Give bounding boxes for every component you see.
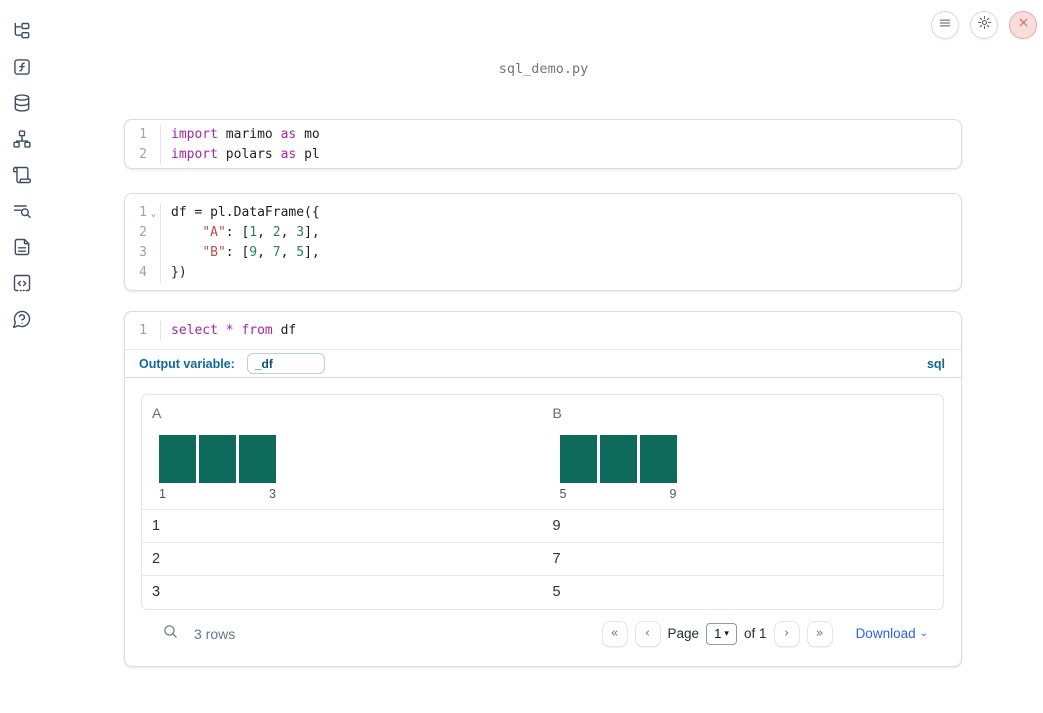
column-histogram: 5 9 xyxy=(559,435,677,501)
row-count: 3 rows xyxy=(194,625,236,642)
column-header-b[interactable]: B 5 9 xyxy=(543,395,944,509)
search-icon xyxy=(162,623,179,645)
first-page-button[interactable]: « xyxy=(601,620,628,647)
dataframe-table: A 1 3 B 5 9 xyxy=(141,394,944,610)
language-badge[interactable]: sql xyxy=(926,356,945,371)
message-question-icon xyxy=(12,309,32,334)
sql-editor[interactable]: select * from df xyxy=(171,323,297,338)
code-cell-dataframe[interactable]: 1 ⌄ 2 3 4 df = pl.DataFrame({ "A": [1, 2, 3]… xyxy=(124,193,962,291)
histogram-bar xyxy=(159,435,196,483)
hist-max-label: 9 xyxy=(669,487,677,501)
sidebar-item-file-explorer[interactable] xyxy=(11,22,33,44)
code-square-icon xyxy=(12,273,32,298)
histogram-bar xyxy=(239,435,276,483)
code-editor[interactable]: import marimo as mo import polars as pl xyxy=(171,127,320,162)
sidebar-item-help-chat[interactable] xyxy=(11,310,33,332)
sql-cell-options-bar: Output variable: sql xyxy=(125,349,961,378)
hist-min-label: 1 xyxy=(159,487,166,501)
page-label: Page xyxy=(667,626,700,641)
notebook-filename: sql_demo.py xyxy=(498,61,589,77)
sidebar-item-snippets[interactable] xyxy=(11,202,33,224)
fold-chevron-icon[interactable]: ⌄ xyxy=(150,209,157,219)
histogram-bar xyxy=(599,435,637,483)
download-button[interactable]: Download ⌄ xyxy=(856,626,928,641)
sql-cell[interactable]: 1 select * from df Output variable: sql … xyxy=(124,311,962,667)
chevron-down-icon: ⌄ xyxy=(919,628,928,639)
prev-page-button[interactable]: ‹ xyxy=(634,620,661,647)
shutdown-button[interactable] xyxy=(1009,11,1037,39)
pagination: « ‹ Page 1 ▾ of 1 › » Download ⌄ xyxy=(601,620,928,647)
code-editor[interactable]: df = pl.DataFrame({ "A": [1, 2, 3], "B":… xyxy=(171,205,320,280)
sidebar-item-scratchpad[interactable] xyxy=(11,274,33,296)
page-select-value: 1 xyxy=(714,626,722,641)
sidebar-item-variables[interactable] xyxy=(11,58,33,80)
hist-min-label: 5 xyxy=(559,487,567,501)
function-square-icon xyxy=(12,57,32,82)
line-number-gutter: 1 xyxy=(125,321,161,341)
sidebar-item-dependency-graph[interactable] xyxy=(11,129,33,154)
column-histogram: 1 3 xyxy=(159,435,276,501)
scroll-icon xyxy=(12,165,32,190)
histogram-bar xyxy=(559,435,597,483)
output-variable-input[interactable] xyxy=(246,353,325,374)
gear-icon xyxy=(977,15,992,35)
close-icon xyxy=(1017,16,1030,34)
column-name: A xyxy=(152,405,162,421)
helper-panel-sidebar xyxy=(0,0,44,713)
output-variable-label: Output variable: xyxy=(139,356,235,371)
list-search-icon xyxy=(12,201,32,226)
column-name: B xyxy=(552,405,562,421)
histogram-bar xyxy=(199,435,236,483)
hist-max-label: 3 xyxy=(269,487,276,501)
cell-output: A 1 3 B 5 9 xyxy=(125,378,961,647)
sidebar-item-datasources[interactable] xyxy=(11,93,33,118)
menu-button[interactable] xyxy=(931,11,959,39)
notebook-actions xyxy=(931,11,1037,39)
sidebar-item-documentation[interactable] xyxy=(11,238,33,260)
chevron-down-icon: ▾ xyxy=(724,628,729,638)
page-select[interactable]: 1 ▾ xyxy=(706,622,738,645)
file-text-icon xyxy=(12,237,32,262)
database-icon xyxy=(12,93,32,118)
file-tree-icon xyxy=(12,21,32,46)
next-page-button[interactable]: › xyxy=(773,620,800,647)
download-label: Download xyxy=(855,626,916,641)
column-header-a[interactable]: A 1 3 xyxy=(142,395,543,509)
settings-button[interactable] xyxy=(970,11,998,39)
last-page-button[interactable]: » xyxy=(806,620,833,647)
page-total-label: of 1 xyxy=(744,626,767,641)
table-footer: 3 rows « ‹ Page 1 ▾ of 1 › » Download ⌄ xyxy=(141,610,944,647)
line-number-gutter: 1 ⌄ 2 3 4 xyxy=(125,203,161,283)
search-button[interactable] xyxy=(159,623,181,645)
hamburger-icon xyxy=(938,16,952,35)
network-icon xyxy=(12,129,32,154)
table-header: A 1 3 B 5 9 xyxy=(142,395,943,509)
histogram-bar xyxy=(639,435,677,483)
sidebar-item-logs[interactable] xyxy=(11,166,33,188)
